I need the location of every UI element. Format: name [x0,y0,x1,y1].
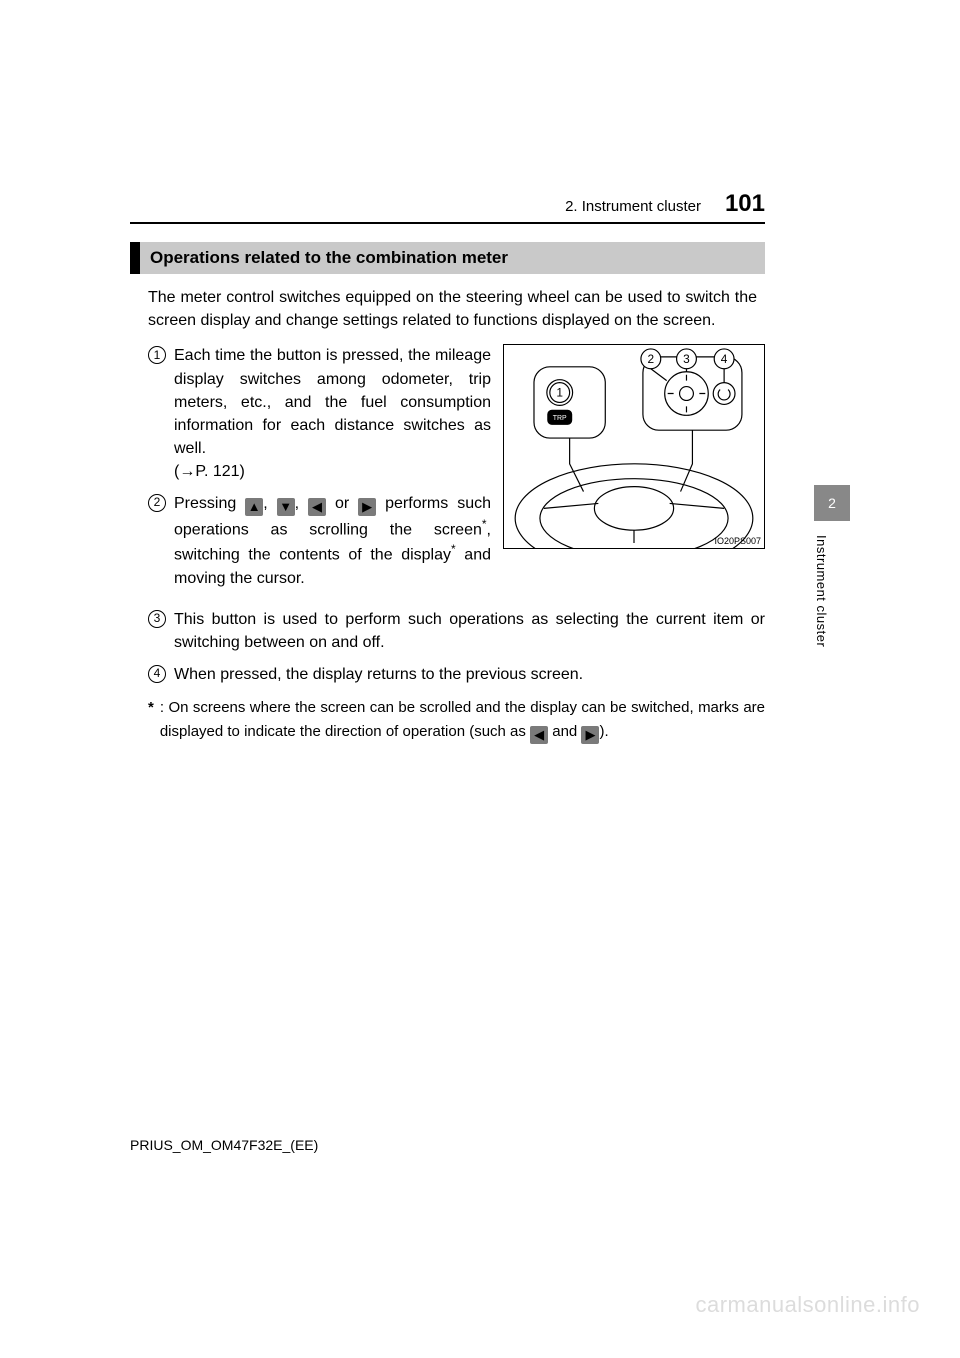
steering-svg: 1 2 3 4 TRP [504,345,764,548]
intro-paragraph: The meter control switches equipped on t… [130,286,765,332]
callout-3: 3 [683,352,690,366]
page-number: 101 [725,190,765,218]
page-content: Operations related to the combination me… [130,242,765,744]
list-item: 4 When pressed, the display returns to t… [148,663,765,686]
header-rule [130,222,765,224]
item-1-text: Each time the button is pressed, the mil… [174,347,491,457]
left-arrow-icon: ◀ [530,726,548,744]
item-number-4: 4 [148,665,166,683]
list-item: 1 Each time the button is pressed, the m… [148,344,491,483]
manual-page: 2. Instrument cluster 101 Operations rel… [0,0,960,1358]
section-title: Operations related to the combination me… [130,242,765,274]
item-1-ref: (→P. 121) [174,463,245,480]
trip-label: TRP [553,416,567,423]
callout-1: 1 [556,386,563,400]
item-body-3: This button is used to perform such oper… [174,608,765,654]
item-number-3: 3 [148,610,166,628]
callout-4: 4 [721,352,728,366]
item-2-mid2: , [295,495,308,512]
chapter-number-box: 2 [814,485,850,521]
item-body-1: Each time the button is pressed, the mil… [174,344,491,483]
item-body-4: When pressed, the display returns to the… [174,663,765,686]
item-number-2: 2 [148,494,166,512]
watermark: carmanualsonline.info [695,1292,920,1318]
chapter-title-vertical: Instrument cluster [814,521,829,647]
down-arrow-icon: ▼ [277,498,295,516]
item-number-1: 1 [148,346,166,364]
footnote-body: : On screens where the screen can be scr… [160,696,765,744]
chapter-side-tab: 2 Instrument cluster [814,485,850,685]
list-item: 2 Pressing ▲, ▼, ◀ or ▶ performs such op… [148,492,491,591]
document-code: PRIUS_OM_OM47F32E_(EE) [130,1137,318,1153]
right-arrow-icon: ▶ [358,498,376,516]
full-width-items: 3 This button is used to perform such op… [130,608,765,686]
footnote: * : On screens where the screen can be s… [130,696,765,744]
item-2-mid3: or [326,495,358,512]
list-item: 3 This button is used to perform such op… [148,608,765,654]
item-2-mid1: , [263,495,276,512]
footnote-text-a: On screens where the screen can be scrol… [160,699,765,740]
right-arrow-icon: ▶ [581,726,599,744]
illustration-code: IO20PS007 [714,536,761,546]
footnote-and: and [548,723,581,740]
up-arrow-icon: ▲ [245,498,263,516]
footnote-text-b: ). [599,723,608,740]
footnote-star: * [148,696,154,744]
left-column: 1 Each time the button is pressed, the m… [148,344,491,598]
page-header: 2. Instrument cluster 101 [130,190,765,218]
steering-wheel-illustration: 1 2 3 4 TRP IO20PS007 [503,344,765,549]
callout-2: 2 [648,352,655,366]
two-column-block: 1 Each time the button is pressed, the m… [130,344,765,598]
left-arrow-icon: ◀ [308,498,326,516]
item-2-prefix: Pressing [174,495,245,512]
item-body-2: Pressing ▲, ▼, ◀ or ▶ performs such oper… [174,492,491,591]
section-label: 2. Instrument cluster [565,198,701,215]
